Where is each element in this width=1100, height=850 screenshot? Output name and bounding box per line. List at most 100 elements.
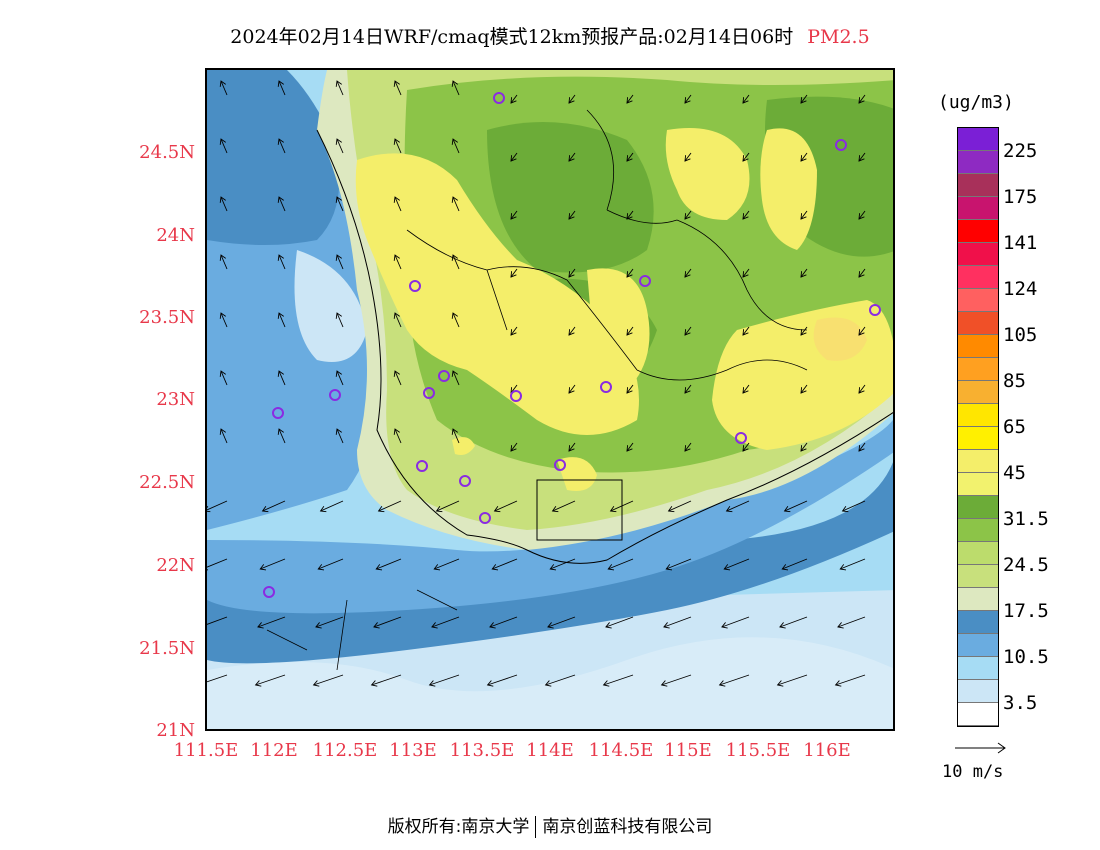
lon-label: 115E <box>664 740 712 761</box>
copyright-left: 版权所有:南京大学 <box>387 817 530 837</box>
coastal-mid-band <box>207 419 893 614</box>
wind-arrow <box>841 500 866 513</box>
station-marker[interactable] <box>735 432 747 444</box>
haze-east-core <box>813 317 867 361</box>
lat-label: 23N <box>156 389 195 410</box>
wind-arrow <box>317 558 344 571</box>
wind-arrow <box>259 558 286 571</box>
station-marker[interactable] <box>272 407 284 419</box>
station-marker[interactable] <box>479 512 491 524</box>
legend-label: 17.5 <box>1003 600 1049 622</box>
legend-swatch <box>958 289 998 312</box>
station-marker[interactable] <box>600 381 612 393</box>
legend-swatch <box>958 220 998 243</box>
wind-arrow <box>219 196 228 212</box>
wind-arrow <box>684 94 692 104</box>
northwest-deep <box>207 70 340 245</box>
lat-label: 22N <box>156 555 195 576</box>
west-pale-patch <box>294 250 367 362</box>
forecast-map[interactable] <box>205 68 895 731</box>
station-marker[interactable] <box>459 475 471 487</box>
footer-separator <box>535 816 537 838</box>
haze-south <box>557 457 597 491</box>
wind-arrow <box>684 326 692 336</box>
wind-arrow <box>779 616 808 629</box>
wind-arrow <box>451 370 460 386</box>
legend-label: 24.5 <box>1003 554 1049 576</box>
wind-arrow <box>665 558 692 571</box>
legend-swatch <box>958 358 998 381</box>
legend-swatch <box>958 128 998 151</box>
wind-arrow <box>393 428 402 444</box>
wind-arrow <box>626 210 634 220</box>
station-marker[interactable] <box>639 275 651 287</box>
legend-swatch <box>958 450 998 473</box>
wind-arrow <box>858 442 866 452</box>
legend-label: 31.5 <box>1003 508 1049 530</box>
station-marker[interactable] <box>493 92 505 104</box>
station-marker[interactable] <box>416 460 428 472</box>
legend-unit: (ug/m3) <box>938 92 1014 113</box>
wind-arrow <box>277 138 286 154</box>
legend-label: 45 <box>1003 462 1026 484</box>
wind-arrow <box>207 616 228 625</box>
wind-arrow <box>609 500 634 513</box>
dark-green-north <box>487 122 654 273</box>
station-marker[interactable] <box>329 389 341 401</box>
wind-arrow <box>800 384 808 394</box>
haze-northwest <box>355 153 639 435</box>
wind-arrow <box>568 384 576 394</box>
wind-arrow <box>858 384 866 394</box>
wind-arrow <box>626 442 634 452</box>
wind-arrow <box>428 674 460 687</box>
wind-arrow <box>800 442 808 452</box>
legend-swatch <box>958 680 998 703</box>
wind-arrow <box>781 558 808 571</box>
station-marker[interactable] <box>869 304 881 316</box>
station-marker[interactable] <box>409 280 421 292</box>
wind-arrow <box>742 152 750 162</box>
wind-arrow <box>207 500 228 513</box>
station-marker[interactable] <box>438 370 450 382</box>
wind-arrow <box>834 674 866 687</box>
legend-swatch <box>958 565 998 588</box>
wind-arrow <box>568 268 576 278</box>
legend-swatch <box>958 611 998 634</box>
wind-arrow <box>626 326 634 336</box>
lon-label: 113.5E <box>449 740 515 761</box>
wind-arrow <box>393 370 402 386</box>
wind-arrow <box>451 80 460 96</box>
lon-label: 112.5E <box>312 740 378 761</box>
copyright-footer: 版权所有:南京大学 南京创蓝科技有限公司 <box>0 812 1100 838</box>
legend-swatch <box>958 427 998 450</box>
station-marker[interactable] <box>510 390 522 402</box>
wind-arrow <box>254 674 286 687</box>
wind-arrow <box>510 94 518 104</box>
wind-arrow <box>489 616 518 629</box>
wind-arrow <box>742 268 750 278</box>
wind-arrow <box>568 210 576 220</box>
wind-arrow <box>219 428 228 444</box>
wind-arrow <box>684 268 692 278</box>
station-marker[interactable] <box>263 586 275 598</box>
legend-label: 175 <box>1003 186 1038 208</box>
wind-arrow <box>510 152 518 162</box>
wind-arrow <box>493 500 518 513</box>
station-marker[interactable] <box>835 139 847 151</box>
wind-arrow <box>839 558 866 571</box>
wind-arrow <box>319 500 344 513</box>
map-title: 2024年02月14日WRF/cmaq模式12km预报产品:02月14日06时 P… <box>0 22 1100 49</box>
wind-arrow <box>800 94 808 104</box>
station-marker[interactable] <box>423 387 435 399</box>
lon-label: 111.5E <box>173 740 239 761</box>
wind-arrow <box>335 370 344 386</box>
legend-swatch <box>958 588 998 611</box>
haze-central <box>587 268 650 390</box>
legend-swatch <box>958 151 998 174</box>
variable-label: PM2.5 <box>807 26 870 48</box>
station-marker[interactable] <box>554 459 566 471</box>
legend-swatch <box>958 519 998 542</box>
wind-arrow <box>451 254 460 270</box>
wind-arrow <box>837 616 866 629</box>
wind-arrow <box>451 138 460 154</box>
